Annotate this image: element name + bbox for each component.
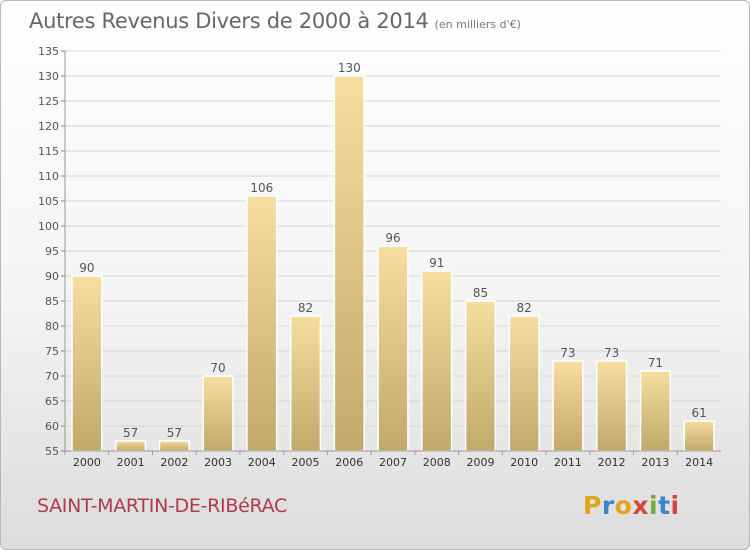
bar xyxy=(377,245,409,452)
x-tick-label: 2009 xyxy=(466,456,494,469)
data-label: 106 xyxy=(250,181,273,195)
chart-title: Autres Revenus Divers de 2000 à 2014 (en … xyxy=(29,9,521,33)
bar xyxy=(508,315,540,452)
y-tick-label: 130 xyxy=(38,70,59,83)
bar xyxy=(464,300,497,452)
data-label: 82 xyxy=(517,301,532,315)
data-label: 90 xyxy=(79,261,94,275)
data-label: 70 xyxy=(210,361,225,375)
y-tick-label: 75 xyxy=(45,345,59,358)
logo-letter: i xyxy=(649,491,659,520)
data-label: 73 xyxy=(604,346,619,360)
data-label: 85 xyxy=(473,286,488,300)
logo-letter: x xyxy=(632,491,649,520)
bar xyxy=(421,270,453,452)
bar xyxy=(596,360,628,452)
y-tick-label: 100 xyxy=(38,220,59,233)
data-label: 82 xyxy=(298,301,313,315)
logo-letter: P xyxy=(583,491,602,520)
y-tick-label: 70 xyxy=(45,370,59,383)
x-tick-label: 2005 xyxy=(292,456,320,469)
bar xyxy=(289,315,322,452)
data-label: 73 xyxy=(560,346,575,360)
data-label: 61 xyxy=(691,406,706,420)
data-label: 57 xyxy=(167,426,182,440)
y-tick-label: 95 xyxy=(45,245,59,258)
y-tick-label: 85 xyxy=(45,295,59,308)
chart-unit: (en milliers d'€) xyxy=(434,18,521,31)
proxiti-logo[interactable]: Proxiti xyxy=(583,491,680,520)
y-tick-label: 125 xyxy=(38,95,59,108)
x-tick-label: 2006 xyxy=(335,456,363,469)
x-tick-label: 2004 xyxy=(248,456,276,469)
bar xyxy=(552,360,584,452)
x-tick-label: 2003 xyxy=(204,456,232,469)
y-tick-label: 105 xyxy=(38,195,59,208)
data-label: 57 xyxy=(123,426,138,440)
y-tick-label: 115 xyxy=(38,145,59,158)
bar xyxy=(158,440,190,452)
y-tick-label: 135 xyxy=(38,45,59,58)
x-tick-label: 2002 xyxy=(160,456,188,469)
x-tick-label: 2014 xyxy=(685,456,713,469)
x-tick-label: 2011 xyxy=(554,456,582,469)
y-tick-label: 90 xyxy=(45,270,59,283)
y-tick-label: 60 xyxy=(45,420,59,433)
logo-letter: i xyxy=(670,491,680,520)
x-tick-label: 2012 xyxy=(598,456,626,469)
x-tick-label: 2001 xyxy=(117,456,145,469)
y-tick-label: 65 xyxy=(45,395,59,408)
y-axis: 55 60 65 70 75 80 85 90 95 100 105 110 115 120 125 130 1… xyxy=(38,45,66,458)
data-label: 91 xyxy=(429,256,444,270)
bar xyxy=(639,370,672,452)
logo-letter: o xyxy=(614,491,633,520)
bar xyxy=(683,420,715,452)
y-tick-label: 120 xyxy=(38,120,59,133)
x-tick-label: 2013 xyxy=(641,456,669,469)
bar xyxy=(71,275,103,452)
bar xyxy=(114,440,147,452)
commune-name: SAINT-MARTIN-DE-RIBéRAC xyxy=(37,495,287,517)
logo-letter: r xyxy=(601,491,615,520)
data-label: 71 xyxy=(648,356,663,370)
chart-title-text: Autres Revenus Divers de 2000 à 2014 xyxy=(29,9,429,33)
data-label: 96 xyxy=(385,231,400,245)
data-label: 130 xyxy=(338,61,361,75)
x-tick-label: 2007 xyxy=(379,456,407,469)
bar xyxy=(246,195,278,452)
x-tick-label: 2010 xyxy=(510,456,538,469)
bar xyxy=(202,375,234,452)
x-tick-label: 2000 xyxy=(73,456,101,469)
logo-letter: t xyxy=(658,491,671,520)
y-tick-label: 80 xyxy=(45,320,59,333)
bar xyxy=(333,75,365,452)
x-tick-label: 2008 xyxy=(423,456,451,469)
x-axis: 2000 2001 2002 2003 2004 2005 2006 2007 2008 2009… xyxy=(64,450,721,469)
y-tick-label: 110 xyxy=(38,170,59,183)
y-tick-label: 55 xyxy=(45,445,59,458)
